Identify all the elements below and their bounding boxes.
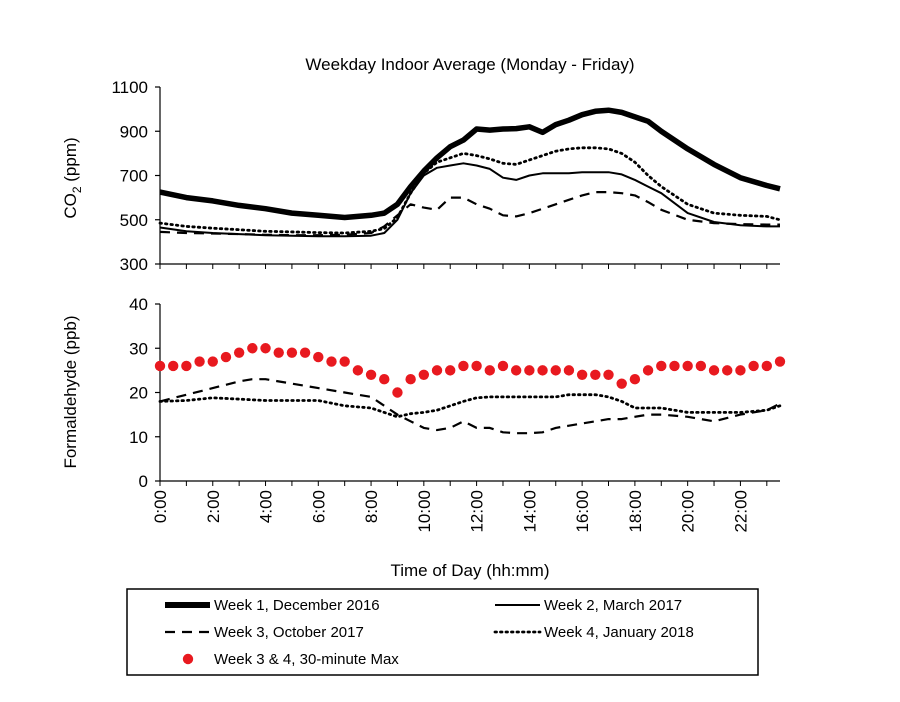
max-dot-point (207, 356, 218, 367)
max-dot-point (365, 369, 377, 380)
hcho-y-tick-label: 40 (129, 295, 148, 314)
legend: Week 1, December 2016 Week 2, March 2017 W… (126, 588, 759, 676)
max-dot-point (458, 360, 469, 372)
max-dot-point (260, 343, 271, 354)
x-tick-label: 22:00 (731, 490, 750, 533)
hcho-y-tick-label: 10 (129, 428, 148, 447)
max-dot-point (471, 360, 482, 372)
max-dot-point (326, 356, 337, 367)
x-axis-tick-labels: 0:00 2:00 4:00 6:00 8:00 10:00 12:00 14:00 16:00… (151, 490, 750, 533)
hcho-y-tick-label: 30 (129, 339, 148, 358)
max-dot-point (629, 374, 641, 385)
max-dot-point (576, 369, 588, 380)
max-dot-point (431, 365, 443, 376)
max-dot-point (445, 365, 456, 376)
co2-y-tick-label: 700 (120, 167, 148, 186)
max-dot-point (405, 374, 416, 385)
x-tick-label: 2:00 (204, 490, 223, 523)
max-dot-point (167, 360, 179, 372)
max-dot-point (761, 360, 773, 372)
legend-entry-label: Week 3 & 4, 30-minute Max (214, 651, 399, 668)
max-dot-point (299, 347, 311, 358)
max-dot-point (286, 347, 298, 358)
co2-series-dashed (159, 191, 780, 237)
max-dot-point (220, 351, 232, 363)
max-dot-point (510, 365, 522, 376)
max-dot-point (497, 360, 509, 372)
x-tick-label: 8:00 (362, 490, 381, 523)
max-dot-point (642, 365, 654, 376)
max-dot-point (748, 360, 759, 372)
legend-box (126, 588, 759, 676)
co2-label-main: CO (61, 193, 80, 219)
max-dot-point (550, 365, 561, 376)
co2-label-unit: (ppm) (61, 137, 80, 186)
max-dot-point (247, 343, 258, 354)
legend-entry-label: Week 4, January 2018 (544, 624, 694, 641)
legend-swatch-max-dot (182, 653, 194, 665)
formaldehyde-panel: 0 10 20 30 40 (129, 295, 786, 491)
max-dot-point (352, 365, 364, 376)
max-dot-point (418, 369, 430, 380)
x-tick-label: 20:00 (679, 490, 698, 533)
x-tick-label: 14:00 (520, 490, 539, 533)
x-tick-label: 6:00 (309, 490, 328, 523)
hcho-series-dotted (158, 393, 782, 419)
hcho-series-dashed (159, 378, 781, 435)
hcho-y-tick-label: 20 (129, 384, 148, 403)
co2-y-tick-label: 300 (120, 255, 148, 274)
max-dot-point (735, 365, 746, 376)
co2-y-tick-label: 500 (120, 211, 148, 230)
max-dot-point (695, 360, 707, 372)
max-dot-point (722, 365, 733, 376)
x-tick-label: 18:00 (626, 490, 645, 533)
hcho-y-tick-label: 0 (139, 472, 148, 491)
max-dot-point (590, 369, 601, 380)
max-dot-point (563, 365, 575, 376)
max-dot-point (708, 365, 720, 376)
x-tick-label: 16:00 (573, 490, 592, 533)
co2-label-subscript: 2 (70, 186, 84, 193)
max-dot-point (273, 347, 284, 358)
max-dot-point (181, 360, 192, 372)
max-dot-point (524, 365, 535, 376)
max-dot-point (682, 360, 693, 372)
x-tick-label: 10:00 (415, 490, 434, 533)
x-tick-label: 4:00 (257, 490, 276, 523)
max-dot-point (537, 365, 548, 376)
co2-y-axis-label: CO2 (ppm) (61, 137, 84, 218)
max-dot-point (616, 378, 627, 389)
legend-entry-label: Week 2, March 2017 (544, 597, 682, 614)
max-dot-point (669, 360, 680, 372)
max-dot-point (379, 374, 390, 385)
max-dot-point (603, 369, 614, 380)
legend-entry-label: Week 3, October 2017 (214, 624, 364, 641)
max-dot-point (484, 365, 495, 376)
max-dot-point (392, 387, 403, 398)
max-dot-point (774, 356, 786, 367)
max-dot-point (656, 360, 667, 372)
formaldehyde-y-axis-label: Formaldehyde (ppb) (61, 315, 80, 468)
x-tick-label: 12:00 (468, 490, 487, 533)
co2-panel: 300 500 700 900 1100 (111, 78, 782, 274)
co2-y-tick-label: 900 (120, 122, 148, 141)
legend-entry-label: Week 1, December 2016 (214, 597, 380, 614)
max-dot-point (194, 356, 205, 367)
max-dot-point (339, 356, 350, 367)
co2-series-thick-solid (159, 107, 781, 221)
chart-title: Weekday Indoor Average (Monday - Friday) (305, 55, 634, 74)
co2-y-tick-label: 1100 (111, 78, 148, 97)
max-dot-point (313, 351, 324, 363)
x-tick-label: 0:00 (151, 490, 170, 523)
max-dot-point (233, 347, 245, 358)
x-axis-label: Time of Day (hh:mm) (390, 561, 549, 580)
co2-series-dotted (158, 146, 782, 235)
max-dot-point (154, 360, 166, 372)
